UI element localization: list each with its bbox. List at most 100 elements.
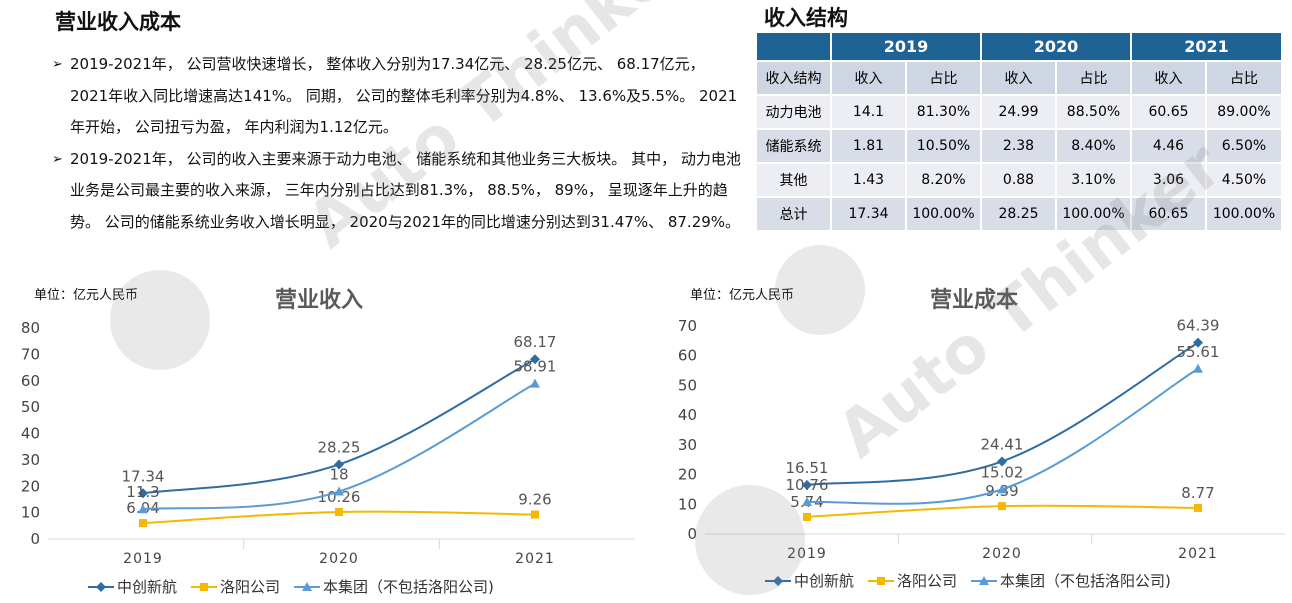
table-cell: 2.38 <box>980 128 1057 164</box>
data-point-square <box>531 510 539 519</box>
y-tick-label: 10 <box>678 495 697 513</box>
legend-item: 洛阳公司 <box>191 576 280 597</box>
table-header-blank <box>755 31 832 62</box>
cost-chart-legend: 中创新航 洛阳公司 本集团（不包括洛阳公司) <box>765 570 1179 591</box>
y-tick-label: 0 <box>687 525 697 543</box>
data-label: 15.02 <box>981 463 1024 481</box>
data-point-triangle <box>334 486 344 496</box>
data-point-diamond <box>334 459 344 470</box>
table-cell: 100.00% <box>1205 196 1283 232</box>
data-label: 18 <box>329 466 348 484</box>
data-point-diamond <box>138 488 148 499</box>
series-0: 16.51 24.41 64.39 <box>786 317 1219 490</box>
table-cell: 动力电池 <box>755 94 832 130</box>
data-point-diamond <box>1193 337 1203 348</box>
data-point-triangle <box>530 378 540 388</box>
data-point-square <box>803 512 811 521</box>
y-tick-label: 0 <box>30 530 40 548</box>
data-point-triangle <box>979 575 990 585</box>
data-point-diamond <box>997 456 1007 467</box>
legend-label: 中创新航 <box>794 572 855 590</box>
table-cell: 88.50% <box>1055 94 1132 130</box>
x-tick-label: 2020 <box>982 546 1022 562</box>
section-title-income-structure: 收入结构 <box>764 6 848 30</box>
data-point-triangle <box>997 484 1007 494</box>
table-cell: 6.50% <box>1205 128 1283 164</box>
data-point-diamond <box>802 479 812 490</box>
data-point-square <box>200 582 209 591</box>
table-cell: 其他 <box>755 162 832 198</box>
table-header-year: 2021 <box>1130 31 1283 62</box>
data-point-triangle <box>802 497 812 507</box>
y-tick-label: 80 <box>21 319 40 337</box>
table-row: 总计 17.34 100.00% 28.25 100.00% 60.65 100.00% <box>755 196 1283 232</box>
legend-label: 中创新航 <box>117 578 178 596</box>
y-tick-label: 50 <box>21 398 40 416</box>
data-label: 10.26 <box>318 488 361 506</box>
triangle-marker-icon <box>294 581 321 591</box>
diamond-marker-icon <box>765 575 791 586</box>
data-label: 8.77 <box>1181 484 1214 502</box>
table-subheader-cell: 收入 <box>980 60 1057 96</box>
table-subheader-cell: 占比 <box>1055 60 1132 96</box>
bullet-text: 2019-2021年， 公司的收入主要来源于动力电池、 储能系统和其他业务三大板… <box>70 149 741 231</box>
table-cell: 28.25 <box>980 196 1057 232</box>
table-subheader-cell: 收入结构 <box>755 60 832 96</box>
data-label: 28.25 <box>318 438 361 456</box>
series-1: 6.0410.269.26 <box>126 488 552 528</box>
x-tick-label: 2021 <box>515 551 555 567</box>
data-point-triangle <box>138 504 148 514</box>
table-row: 储能系统 1.81 10.50% 2.38 8.40% 4.46 6.50% <box>755 128 1283 164</box>
table-cell: 60.65 <box>1130 94 1207 130</box>
legend-item: 中创新航 <box>765 570 854 591</box>
legend-item: 本集团（不包括洛阳公司) <box>971 570 1171 591</box>
data-label: 9.26 <box>518 491 551 509</box>
table-cell: 3.06 <box>1130 162 1207 198</box>
y-tick-label: 30 <box>21 451 40 469</box>
data-point-square <box>335 507 343 516</box>
x-tick-label: 2019 <box>123 551 163 567</box>
y-tick-label: 10 <box>21 504 40 522</box>
data-label: 11.3 <box>126 483 159 501</box>
unit-label-cost: 单位：亿元人民币 <box>690 288 795 303</box>
table-cell: 10.50% <box>905 128 982 164</box>
y-tick-label: 60 <box>21 372 40 390</box>
table-cell: 储能系统 <box>755 128 832 164</box>
x-tick-label: 2021 <box>1178 546 1218 562</box>
chart-title-revenue: 营业收入 <box>275 288 364 313</box>
legend-item: 中创新航 <box>88 576 177 597</box>
y-tick-label: 50 <box>678 376 697 394</box>
table-cell: 总计 <box>755 196 832 232</box>
y-tick-label: 40 <box>21 425 40 443</box>
table-cell: 17.34 <box>830 196 907 232</box>
table-cell: 3.10% <box>1055 162 1132 198</box>
y-tick-label: 20 <box>21 477 40 495</box>
data-label: 68.17 <box>514 333 557 351</box>
data-point-triangle <box>302 581 313 591</box>
data-point-diamond <box>530 354 540 365</box>
legend-label: 本集团（不包括洛阳公司) <box>1000 572 1171 590</box>
x-tick-label: 2019 <box>787 546 827 562</box>
table-header-year: 2020 <box>980 31 1132 62</box>
table-header-year: 2019 <box>830 31 982 62</box>
data-point-square <box>1194 503 1202 512</box>
table-row: 其他 1.43 8.20% 0.88 3.10% 3.06 4.50% <box>755 162 1283 198</box>
legend-label: 洛阳公司 <box>220 578 281 596</box>
data-point-square <box>139 519 147 528</box>
table-cell: 1.81 <box>830 128 907 164</box>
y-tick-label: 30 <box>678 436 697 454</box>
x-tick-label: 2020 <box>319 551 359 567</box>
table-cell: 100.00% <box>1055 196 1132 232</box>
legend-label: 本集团（不包括洛阳公司) <box>323 578 494 596</box>
arrow-bullet-icon: ➢ <box>52 57 63 72</box>
triangle-marker-icon <box>971 575 998 585</box>
chart-title-cost: 营业成本 <box>930 288 1019 313</box>
data-point-triangle <box>1193 363 1203 373</box>
y-tick-label: 70 <box>21 345 40 363</box>
bullet-list: ➢ 2019-2021年， 公司营收快速增长， 整体收入分别为17.34亿元、 … <box>52 49 742 238</box>
data-point-diamond <box>96 581 106 592</box>
y-tick-label: 40 <box>678 406 697 424</box>
table-cell: 89.00% <box>1205 94 1283 130</box>
series-2: 11.3 18 58.91 <box>126 358 556 514</box>
data-point-diamond <box>773 575 783 586</box>
